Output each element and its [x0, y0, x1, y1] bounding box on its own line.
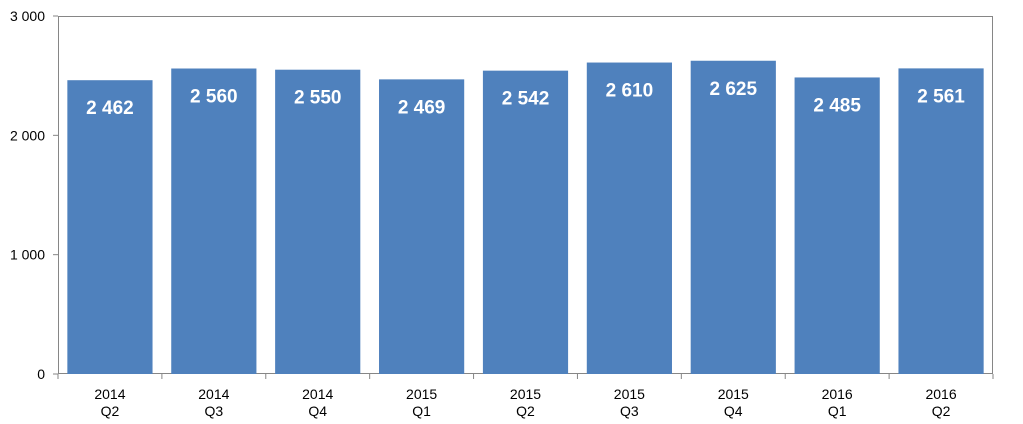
x-tick-label-year: 2014 — [94, 386, 125, 402]
data-label: 2 550 — [294, 88, 342, 109]
y-tick-label: 1 000 — [10, 247, 45, 263]
x-tick-label-year: 2015 — [406, 386, 437, 402]
x-tick-label-year: 2015 — [614, 386, 645, 402]
x-tick-label-quarter: Q4 — [724, 403, 743, 419]
x-tick-label-quarter: Q2 — [101, 403, 120, 419]
data-label: 2 610 — [606, 81, 654, 102]
bar — [379, 79, 465, 374]
x-tick-label-quarter: Q3 — [204, 403, 223, 419]
bar — [482, 70, 569, 374]
bar — [794, 77, 880, 374]
y-tick-label: 0 — [37, 366, 45, 382]
data-label: 2 561 — [917, 86, 965, 107]
data-label: 2 469 — [398, 97, 446, 118]
x-tick-label-quarter: Q1 — [828, 403, 847, 419]
x-tick-label-year: 2016 — [925, 386, 956, 402]
data-label: 2 485 — [813, 95, 861, 116]
bar — [898, 68, 984, 375]
bar — [690, 60, 776, 374]
data-label: 2 625 — [710, 79, 758, 100]
bar — [171, 68, 257, 375]
x-tick-label-year: 2015 — [718, 386, 749, 402]
bar — [586, 62, 672, 374]
x-tick-label-quarter: Q2 — [932, 403, 951, 419]
bar — [275, 69, 361, 374]
x-tick-label-quarter: Q3 — [620, 403, 639, 419]
x-tick-label-year: 2016 — [822, 386, 853, 402]
y-tick-label: 3 000 — [10, 8, 45, 24]
x-tick-label-quarter: Q2 — [516, 403, 535, 419]
data-label: 2 560 — [190, 87, 238, 108]
x-tick-label-year: 2014 — [198, 386, 229, 402]
data-label: 2 462 — [86, 98, 134, 119]
bar — [67, 80, 153, 375]
x-tick-label-quarter: Q4 — [308, 403, 327, 419]
x-tick-label-year: 2014 — [302, 386, 333, 402]
x-tick-label-year: 2015 — [510, 386, 541, 402]
y-tick-label: 2 000 — [10, 127, 45, 143]
x-tick-label-quarter: Q1 — [412, 403, 431, 419]
data-label: 2 542 — [502, 89, 550, 110]
